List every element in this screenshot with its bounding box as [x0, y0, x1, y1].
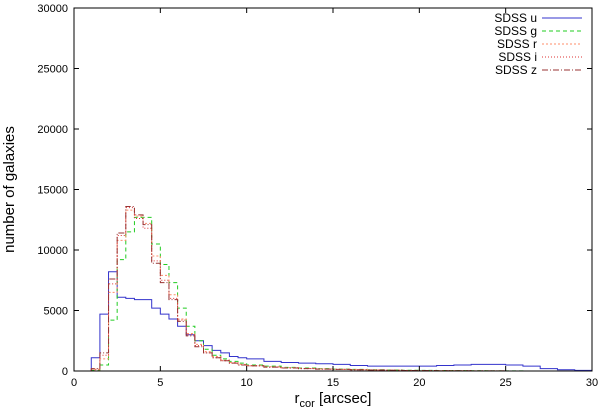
y-tick-label: 10000	[37, 245, 68, 257]
legend-label: SDSS z	[495, 63, 537, 77]
x-tick-label: 30	[586, 377, 598, 389]
x-tick-label: 15	[327, 377, 339, 389]
x-tick-label: 0	[71, 377, 77, 389]
y-tick-label: 20000	[37, 124, 68, 136]
series-layer	[90, 205, 593, 372]
x-tick-label: 25	[500, 377, 512, 389]
y-tick-label: 5000	[44, 306, 68, 318]
x-axis-label-main: r	[295, 390, 300, 407]
legend-label: SDSS u	[494, 11, 537, 25]
x-tick-label: 20	[413, 377, 425, 389]
series-line-sdss-z	[90, 205, 592, 372]
ticks-layer: 0 5 10 15 20 25 30 0 5000 10000 15000 20000 25000 300…	[37, 3, 598, 389]
x-axis-label-subscript: cor	[300, 398, 316, 410]
legend-label: SDSS i	[498, 50, 537, 64]
y-tick-label: 0	[62, 366, 68, 378]
legend-label: SDSS r	[497, 37, 537, 51]
y-tick-label: 15000	[37, 185, 68, 197]
series-line-sdss-r	[90, 209, 592, 372]
y-tick-label: 30000	[37, 3, 68, 15]
y-tick-label: 25000	[37, 64, 68, 76]
series-line-sdss-i	[90, 207, 592, 372]
series-line-sdss-u	[90, 271, 593, 371]
x-axis-label-unit: [arcsec]	[315, 390, 372, 407]
y-axis-label: number of galaxies	[1, 126, 18, 253]
x-axis-label: rcor [arcsec]	[295, 390, 372, 410]
x-tick-label: 5	[157, 377, 163, 389]
series-line-sdss-g	[90, 216, 592, 372]
x-tick-label: 10	[241, 377, 253, 389]
legend-label: SDSS g	[494, 24, 537, 38]
